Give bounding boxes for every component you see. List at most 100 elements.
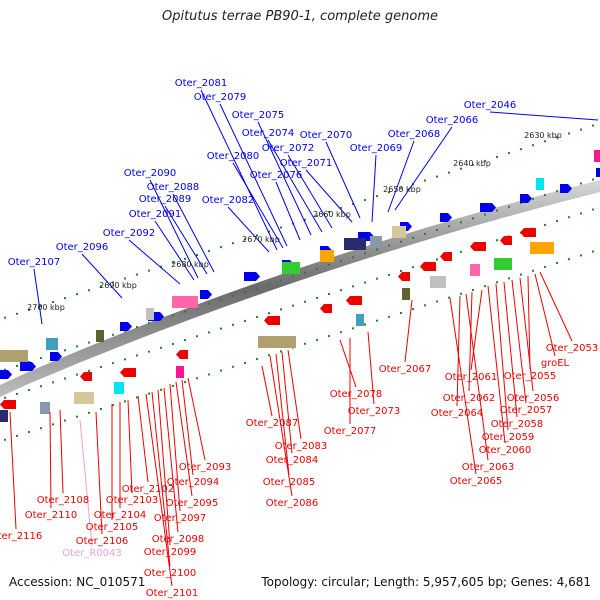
gene-label: Oter_2100	[144, 568, 197, 579]
tick-dot	[244, 291, 246, 294]
gene-label: Oter_2065	[450, 476, 503, 487]
tick-dot	[388, 191, 390, 194]
tick-dot	[544, 140, 546, 143]
tick-dot	[400, 240, 402, 243]
tick-dot	[268, 354, 270, 357]
tick-dot	[532, 269, 534, 272]
gene-annotation-box	[146, 308, 154, 320]
gene-label: Oter_2102	[122, 484, 175, 495]
tick-dot	[172, 342, 174, 345]
tick-dot	[88, 289, 90, 292]
tick-dot	[76, 415, 78, 418]
gene-label: Oter_2088	[147, 182, 200, 193]
gene-label: Oter_2094	[167, 477, 220, 488]
tick-dot	[364, 281, 366, 284]
gene-label: Oter_2103	[106, 495, 159, 506]
tick-dot	[328, 335, 330, 338]
gene-label: Oter_2073	[348, 406, 401, 417]
kbp-label: 2660 kbp	[313, 210, 351, 219]
tick-dot	[112, 362, 114, 365]
label-leader-line	[172, 193, 215, 273]
gene-annotation-box	[0, 350, 28, 362]
label-leader-line	[157, 389, 171, 546]
tick-dot	[352, 327, 354, 330]
tick-dot	[472, 217, 474, 220]
label-leader-line	[81, 253, 123, 299]
tick-dot	[40, 357, 42, 360]
tick-dot	[112, 404, 114, 407]
tick-dot	[184, 257, 186, 260]
tick-dot	[40, 304, 42, 307]
gene-label: Oter_2096	[56, 242, 109, 253]
gene-annotation-box	[402, 288, 410, 300]
tick-dot	[280, 350, 282, 353]
gene-label: Oter_2099	[144, 547, 197, 558]
label-leader-line	[137, 395, 149, 483]
tick-dot	[148, 350, 150, 353]
tick-dot	[124, 277, 126, 280]
gene-annotation-box	[40, 402, 50, 414]
forward-gene-arrow	[120, 322, 132, 331]
tick-dot	[508, 277, 510, 280]
accession-text: Accession: NC_010571	[9, 575, 146, 589]
label-leader-line	[394, 126, 453, 211]
tick-dot	[340, 331, 342, 334]
tick-dot	[472, 288, 474, 291]
tick-dot	[460, 221, 462, 224]
tick-dot	[304, 300, 306, 303]
gene-label: Oter_2104	[94, 510, 147, 521]
reverse-gene-arrow	[470, 242, 486, 251]
gene-label: Oter_2070	[300, 130, 353, 141]
tick-dot	[352, 256, 354, 259]
tick-dot	[256, 287, 258, 290]
tick-dot	[448, 225, 450, 228]
label-leader-line	[539, 271, 573, 342]
tick-dot	[328, 210, 330, 213]
tick-dot	[280, 226, 282, 229]
tick-dot	[328, 263, 330, 266]
genome-backbone	[0, 180, 600, 397]
tick-dot	[484, 159, 486, 162]
forward-gene-arrow	[440, 213, 452, 222]
label-leader-line	[534, 273, 556, 357]
tick-dot	[256, 358, 258, 361]
tick-dot	[424, 304, 426, 307]
gene-annotation-box	[258, 336, 296, 348]
forward-gene-arrow	[0, 370, 12, 379]
tick-dot	[268, 312, 270, 315]
gene-label: Oter_2092	[103, 228, 156, 239]
gene-label: Oter_2058	[491, 419, 544, 430]
genome-summary-text: Topology: circular; Length: 5,957,605 bp…	[261, 575, 591, 589]
gene-label: Oter_2082	[202, 195, 255, 206]
tick-dot	[412, 236, 414, 239]
tick-dot	[436, 175, 438, 178]
tick-dot	[580, 182, 582, 185]
forward-gene-arrow	[480, 203, 496, 212]
forward-gene-arrow	[200, 290, 212, 299]
label-leader-line	[227, 206, 270, 253]
tick-dot	[196, 335, 198, 338]
gene-label: Oter_2101	[146, 588, 199, 599]
label-leader-line	[465, 293, 489, 461]
reverse-gene-arrow	[320, 304, 332, 313]
label-leader-line	[59, 409, 64, 494]
tick-dot	[316, 338, 318, 341]
tick-dot	[400, 187, 402, 190]
tick-dot	[112, 281, 114, 284]
label-leader-line	[339, 339, 357, 388]
tick-dot	[232, 242, 234, 245]
gene-annotation-box	[0, 410, 8, 422]
reverse-gene-arrow	[500, 236, 512, 245]
label-leader-line	[169, 383, 181, 512]
tick-dot	[292, 304, 294, 307]
gene-label: Oter_2072	[262, 143, 315, 154]
tick-dot	[352, 203, 354, 206]
label-leader-line	[163, 387, 179, 533]
tick-dot	[436, 229, 438, 232]
tick-dot	[280, 279, 282, 282]
tick-dot	[592, 208, 594, 211]
kbp-label: 2650 kbp	[383, 185, 421, 194]
tick-dot	[304, 342, 306, 345]
gene-label: Oter_2077	[324, 426, 377, 437]
tick-dot	[484, 285, 486, 288]
